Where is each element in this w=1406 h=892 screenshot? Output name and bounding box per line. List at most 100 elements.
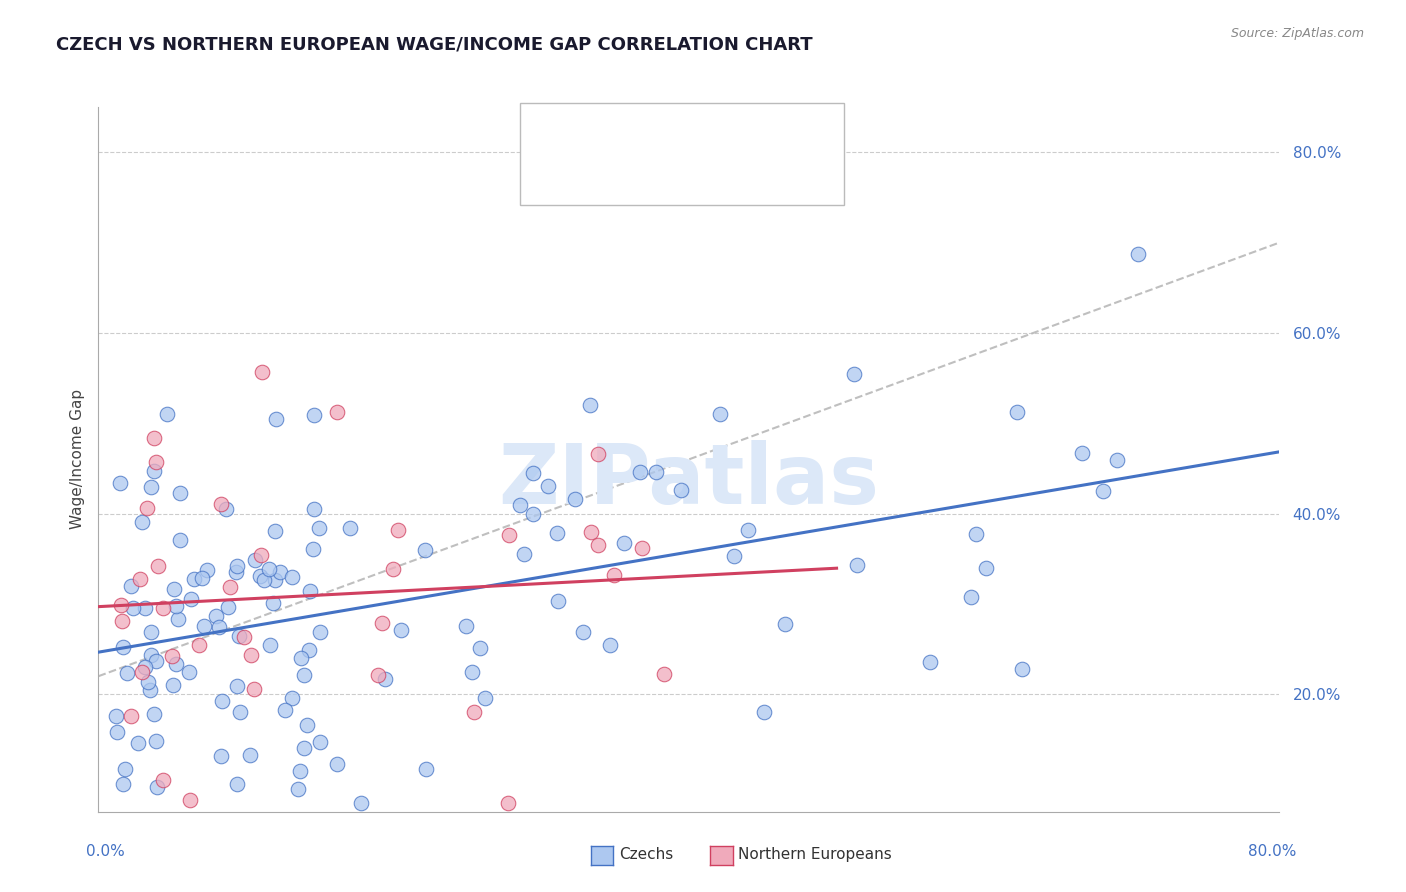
- Point: [145, 654, 167, 668]
- Point: [579, 524, 602, 539]
- Text: CZECH VS NORTHERN EUROPEAN WAGE/INCOME GAP CORRELATION CHART: CZECH VS NORTHERN EUROPEAN WAGE/INCOME G…: [56, 36, 813, 54]
- Point: [169, 485, 191, 500]
- Point: [1011, 662, 1033, 676]
- Point: [461, 665, 484, 680]
- Point: [243, 553, 266, 567]
- Point: [752, 705, 775, 719]
- Point: [249, 569, 271, 583]
- Point: [1071, 446, 1094, 460]
- Point: [127, 736, 149, 750]
- Point: [105, 709, 128, 723]
- Point: [463, 705, 485, 719]
- Text: Northern Europeans: Northern Europeans: [738, 847, 891, 862]
- Point: [537, 479, 560, 493]
- Point: [773, 617, 796, 632]
- Point: [603, 567, 626, 582]
- Point: [114, 762, 136, 776]
- Point: [215, 502, 238, 516]
- Point: [281, 570, 304, 584]
- Point: [297, 717, 319, 731]
- Point: [225, 565, 247, 579]
- Point: [142, 464, 165, 478]
- Point: [571, 625, 593, 640]
- Point: [960, 590, 983, 604]
- Text: Source: ZipAtlas.com: Source: ZipAtlas.com: [1230, 27, 1364, 40]
- Point: [139, 682, 162, 697]
- Point: [586, 447, 609, 461]
- Point: [287, 781, 309, 796]
- Point: [179, 793, 201, 807]
- Point: [474, 690, 496, 705]
- Point: [233, 630, 256, 644]
- Point: [209, 748, 232, 763]
- Point: [269, 566, 291, 580]
- Point: [165, 599, 187, 613]
- Point: [281, 691, 304, 706]
- Point: [1091, 484, 1114, 499]
- Point: [259, 638, 281, 652]
- Point: [250, 548, 273, 562]
- Point: [302, 408, 325, 422]
- Point: [367, 668, 389, 682]
- Point: [166, 612, 188, 626]
- Point: [389, 623, 412, 637]
- Point: [671, 483, 693, 498]
- Point: [111, 777, 134, 791]
- Point: [120, 709, 142, 723]
- Text: 80.0%: 80.0%: [1249, 845, 1296, 859]
- Point: [292, 667, 315, 681]
- Point: [309, 735, 332, 749]
- Point: [107, 724, 129, 739]
- Text: R = 0.234   N =  35: R = 0.234 N = 35: [581, 163, 744, 181]
- Point: [193, 619, 215, 633]
- Point: [298, 642, 321, 657]
- Point: [208, 619, 231, 633]
- Point: [1105, 453, 1128, 467]
- Point: [160, 648, 183, 663]
- Point: [845, 558, 868, 572]
- Point: [579, 398, 602, 412]
- Point: [121, 579, 143, 593]
- Point: [111, 640, 134, 654]
- Point: [122, 601, 145, 615]
- Point: [141, 480, 163, 494]
- Point: [308, 625, 330, 640]
- Point: [146, 780, 169, 794]
- Point: [645, 465, 668, 479]
- Point: [842, 367, 865, 381]
- Text: 0.0%: 0.0%: [86, 845, 125, 859]
- Y-axis label: Wage/Income Gap: Wage/Income Gap: [69, 389, 84, 530]
- Point: [974, 561, 997, 575]
- Point: [350, 796, 373, 810]
- Point: [630, 541, 652, 556]
- Point: [197, 563, 219, 577]
- Point: [131, 665, 153, 679]
- Point: [599, 638, 621, 652]
- Point: [183, 572, 205, 586]
- Point: [522, 466, 544, 480]
- Point: [152, 600, 174, 615]
- Text: Czechs: Czechs: [619, 847, 673, 862]
- Point: [290, 651, 312, 665]
- Point: [298, 584, 321, 599]
- Point: [239, 747, 262, 762]
- Point: [522, 507, 544, 521]
- Point: [498, 528, 520, 542]
- Point: [339, 521, 361, 535]
- Point: [156, 407, 179, 421]
- Point: [308, 521, 330, 535]
- Point: [146, 558, 169, 573]
- Text: ZIPatlas: ZIPatlas: [499, 440, 879, 521]
- Point: [110, 598, 132, 612]
- Point: [138, 675, 160, 690]
- Point: [302, 501, 325, 516]
- Point: [382, 562, 405, 576]
- Point: [253, 574, 276, 588]
- Point: [564, 492, 586, 507]
- Point: [264, 412, 287, 426]
- Point: [129, 572, 152, 586]
- Point: [737, 523, 759, 537]
- Point: [242, 681, 264, 696]
- Point: [496, 796, 519, 810]
- Text: R = 0.136   N = 120: R = 0.136 N = 120: [581, 126, 748, 144]
